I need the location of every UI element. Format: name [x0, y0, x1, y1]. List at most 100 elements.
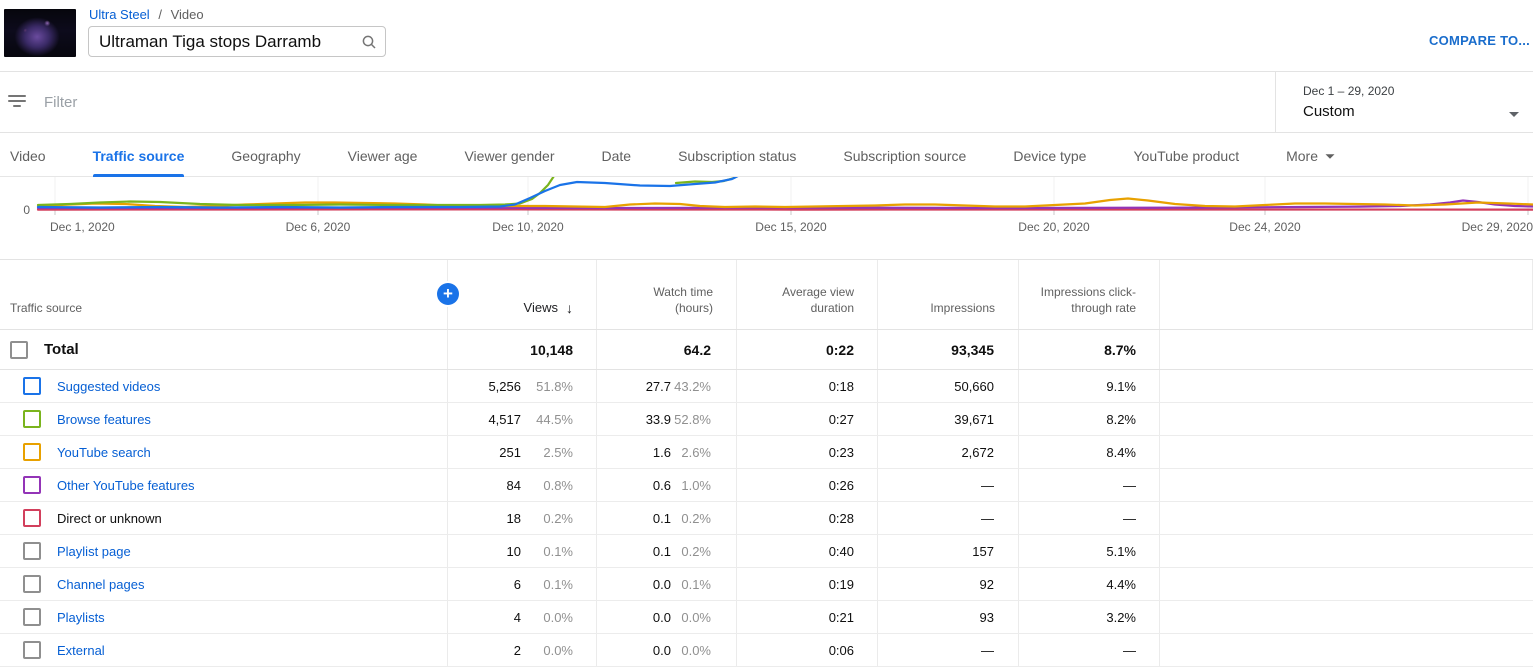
- row-checkbox[interactable]: [23, 410, 41, 428]
- cell-impressions: 39,671: [878, 403, 1019, 435]
- y-axis-zero-label: 0: [23, 203, 30, 217]
- x-axis-tick-label: Dec 1, 2020: [50, 220, 115, 234]
- tab-label: Traffic source: [92, 147, 185, 164]
- cell-views: 18 0.2%: [448, 502, 597, 534]
- cell-impressions-ctr: 9.1%: [1019, 370, 1160, 402]
- tab-geography[interactable]: Geography: [231, 134, 300, 177]
- breadcrumb-current: Video: [170, 7, 204, 22]
- search-icon[interactable]: [361, 34, 377, 50]
- total-impressions-ctr: 8.7%: [1019, 330, 1160, 369]
- date-preset-label: Custom: [1303, 103, 1355, 120]
- tab-device-type[interactable]: Device type: [1013, 134, 1086, 177]
- cell-impressions-ctr: 3.2%: [1019, 601, 1160, 633]
- cell-impressions-ctr: 8.4%: [1019, 436, 1160, 468]
- cell-impressions: 92: [878, 568, 1019, 600]
- tab-viewer-gender[interactable]: Viewer gender: [464, 134, 554, 177]
- cell-impressions-ctr: 4.4%: [1019, 568, 1160, 600]
- chevron-down-icon: [1325, 154, 1335, 159]
- cell-average-view-duration: 0:28: [737, 502, 878, 534]
- traffic-source-table: Traffic source Views ↓ Watch time (hours…: [0, 259, 1533, 667]
- cell-impressions: —: [878, 502, 1019, 534]
- column-header-traffic-source: Traffic source: [0, 260, 448, 329]
- cell-views: 4,517 44.5%: [448, 403, 597, 435]
- column-header-impressions-ctr[interactable]: Impressions click-through rate: [1019, 260, 1160, 329]
- tab-traffic-source[interactable]: Traffic source: [92, 134, 185, 177]
- total-impressions: 93,345: [878, 330, 1019, 369]
- column-header-impressions[interactable]: Impressions: [878, 260, 1019, 329]
- cell-impressions-ctr: —: [1019, 502, 1160, 534]
- video-thumbnail[interactable]: [4, 9, 76, 57]
- tab-date[interactable]: Date: [602, 134, 632, 177]
- x-axis-tick-label: Dec 24, 2020: [1229, 220, 1301, 234]
- table-row-direct-or-unknown: Direct or unknown 18 0.2% 0.1 0.2% 0:28— —: [0, 502, 1533, 535]
- tab-viewer-age[interactable]: Viewer age: [348, 134, 418, 177]
- tab-label: Video: [10, 147, 46, 164]
- tab-label: Date: [601, 147, 632, 164]
- tab-label: Viewer gender: [464, 147, 555, 164]
- cell-watch-time: 0.1 0.2%: [597, 502, 737, 534]
- x-axis-tick-label: Dec 29, 2020: [1461, 220, 1533, 234]
- tab-more[interactable]: More: [1286, 134, 1335, 177]
- traffic-source-link[interactable]: YouTube search: [57, 444, 151, 460]
- cell-impressions: 2,672: [878, 436, 1019, 468]
- cell-average-view-duration: 0:23: [737, 436, 878, 468]
- cell-impressions-ctr: —: [1019, 469, 1160, 501]
- cell-views: 4 0.0%: [448, 601, 597, 633]
- traffic-source-link[interactable]: Suggested videos: [57, 378, 161, 394]
- cell-watch-time: 0.6 1.0%: [597, 469, 737, 501]
- table-row-other-youtube-features: Other YouTube features 84 0.8% 0.6 1.0% 0:26—…: [0, 469, 1533, 502]
- cell-views: 5,256 51.8%: [448, 370, 597, 402]
- row-checkbox[interactable]: [23, 608, 41, 626]
- row-checkbox[interactable]: [23, 443, 41, 461]
- column-header-watch-time[interactable]: Watch time (hours): [597, 260, 737, 329]
- row-checkbox[interactable]: [23, 476, 41, 494]
- traffic-source-link[interactable]: Other YouTube features: [57, 477, 195, 493]
- tab-subscription-source[interactable]: Subscription source: [843, 134, 966, 177]
- cell-watch-time: 1.6 2.6%: [597, 436, 737, 468]
- date-range-selector[interactable]: Dec 1 – 29, 2020 Custom: [1275, 72, 1533, 133]
- breadcrumb: Ultra Steel / Video: [89, 7, 204, 22]
- tab-subscription-status[interactable]: Subscription status: [678, 134, 796, 177]
- traffic-source-link[interactable]: Browse features: [57, 411, 151, 427]
- total-watch-time: 64.2: [597, 330, 737, 369]
- filter-input[interactable]: [44, 87, 1224, 117]
- table-row-browse-features: Browse features 4,517 44.5% 33.9 52.8% 0:27 39…: [0, 403, 1533, 436]
- table-body: Suggested videos 5,256 51.8% 27.7 43.2% 0:18 5…: [0, 370, 1533, 667]
- total-row-checkbox[interactable]: [10, 340, 28, 359]
- column-header-views[interactable]: Views ↓: [448, 260, 597, 329]
- row-checkbox[interactable]: [23, 575, 41, 593]
- add-metric-button[interactable]: +: [437, 283, 459, 305]
- row-checkbox[interactable]: [23, 377, 41, 395]
- row-checkbox[interactable]: [23, 641, 41, 659]
- tab-label: Subscription status: [678, 147, 797, 164]
- column-header-average-view-duration[interactable]: Average view duration: [737, 260, 878, 329]
- row-checkbox[interactable]: [23, 542, 41, 560]
- entity-search-box[interactable]: [88, 26, 386, 57]
- cell-impressions-ctr: —: [1019, 634, 1160, 666]
- x-axis-tick-label: Dec 6, 2020: [285, 220, 351, 234]
- chart-line-browse-features: [36, 177, 555, 207]
- traffic-source-link[interactable]: Channel pages: [57, 576, 145, 592]
- cell-views: 10 0.1%: [448, 535, 597, 567]
- filter-icon: [8, 95, 28, 111]
- x-axis-tick-label: Dec 10, 2020: [492, 220, 564, 234]
- tab-youtube-product[interactable]: YouTube product: [1133, 134, 1239, 177]
- cell-average-view-duration: 0:19: [737, 568, 878, 600]
- breadcrumb-channel-link[interactable]: Ultra Steel: [89, 7, 150, 22]
- table-total-row: Total 10,148 64.2 0:22 93,345 8.7%: [0, 330, 1533, 370]
- row-checkbox[interactable]: [23, 509, 41, 527]
- cell-impressions: 50,660: [878, 370, 1019, 402]
- chart-line-suggested-videos: [36, 177, 739, 209]
- cell-impressions: 157: [878, 535, 1019, 567]
- sort-descending-icon: ↓: [566, 300, 573, 316]
- entity-search-input[interactable]: [99, 31, 357, 52]
- tab-video[interactable]: Video: [10, 134, 46, 177]
- cell-average-view-duration: 0:18: [737, 370, 878, 402]
- total-average-view-duration: 0:22: [737, 330, 878, 369]
- compare-to-link[interactable]: COMPARE TO...: [1429, 33, 1530, 48]
- traffic-source-link[interactable]: External: [57, 642, 105, 658]
- traffic-source-link[interactable]: Playlist page: [57, 543, 131, 559]
- cell-watch-time: 33.9 52.8%: [597, 403, 737, 435]
- traffic-source-link[interactable]: Playlists: [57, 609, 105, 625]
